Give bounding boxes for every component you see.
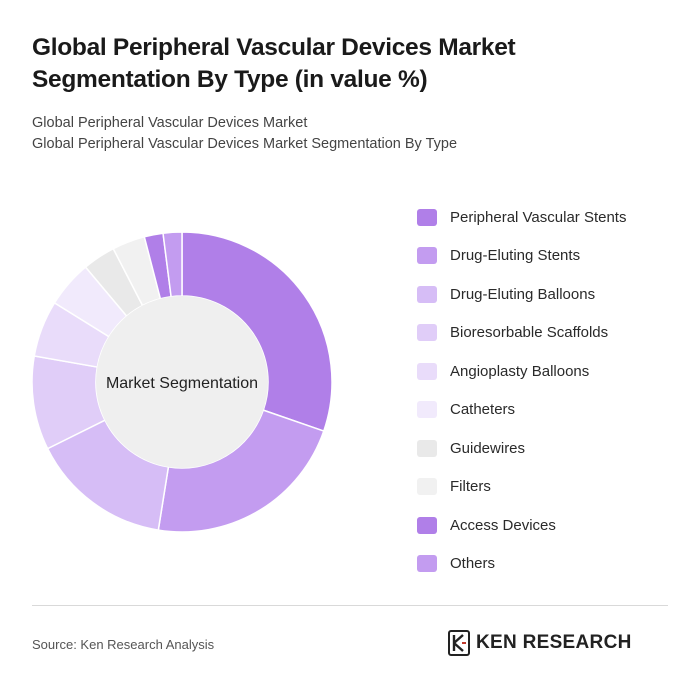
donut-center: [96, 296, 268, 468]
center-label: Market Segmentation: [106, 375, 258, 392]
legend-label: Bioresorbable Scaffolds: [450, 324, 609, 342]
subtitle-line-2: Global Peripheral Vascular Devices Marke…: [32, 136, 458, 152]
legend-item: Drug-Eluting Stents: [417, 237, 626, 276]
legend-label: Drug-Eluting Stents: [450, 247, 581, 265]
brand-name: KEN RESEARCH: [476, 632, 632, 653]
legend-item: Access Devices: [417, 506, 626, 545]
legend-swatch: [417, 208, 437, 226]
legend-label: Peripheral Vascular Stents: [450, 208, 627, 226]
legend-item: Catheters: [417, 391, 626, 430]
legend-swatch: [417, 247, 437, 265]
legend-label: Access Devices: [450, 516, 556, 534]
legend-label: Angioplasty Balloons: [450, 362, 590, 380]
legend-item: Filters: [417, 468, 626, 507]
legend-label: Drug-Eluting Balloons: [450, 285, 596, 303]
footer-divider: [32, 605, 668, 606]
ken-research-logo-icon: [448, 630, 470, 656]
chart-title: Global Peripheral Vascular Devices Marke…: [32, 34, 516, 93]
legend-swatch: [417, 439, 437, 457]
brand-logo: KEN RESEARCH: [448, 630, 632, 656]
chart-legend: Peripheral Vascular Stents Drug-Eluting S…: [417, 198, 626, 583]
subtitle-line-1: Global Peripheral Vascular Devices Marke…: [32, 115, 308, 131]
legend-item: Guidewires: [417, 429, 626, 468]
legend-item: Peripheral Vascular Stents: [417, 198, 626, 237]
chart-subtitle: Global Peripheral Vascular Devices Marke…: [32, 113, 457, 155]
legend-label: Catheters: [450, 401, 516, 419]
legend-label: Filters: [450, 478, 491, 496]
legend-swatch: [417, 401, 437, 419]
legend-item: Angioplasty Balloons: [417, 352, 626, 391]
legend-swatch: [417, 324, 437, 342]
legend-item: Bioresorbable Scaffolds: [417, 314, 626, 353]
legend-label: Guidewires: [450, 439, 526, 457]
legend-swatch: [417, 285, 437, 303]
legend-swatch: [417, 555, 437, 573]
legend-label: Others: [450, 555, 496, 573]
legend-item: Drug-Eluting Balloons: [417, 275, 626, 314]
source-note: Source: Ken Research Analysis: [32, 637, 215, 652]
legend-swatch: [417, 516, 437, 534]
legend-swatch: [417, 362, 437, 380]
legend-swatch: [417, 478, 437, 496]
legend-item: Others: [417, 545, 626, 584]
